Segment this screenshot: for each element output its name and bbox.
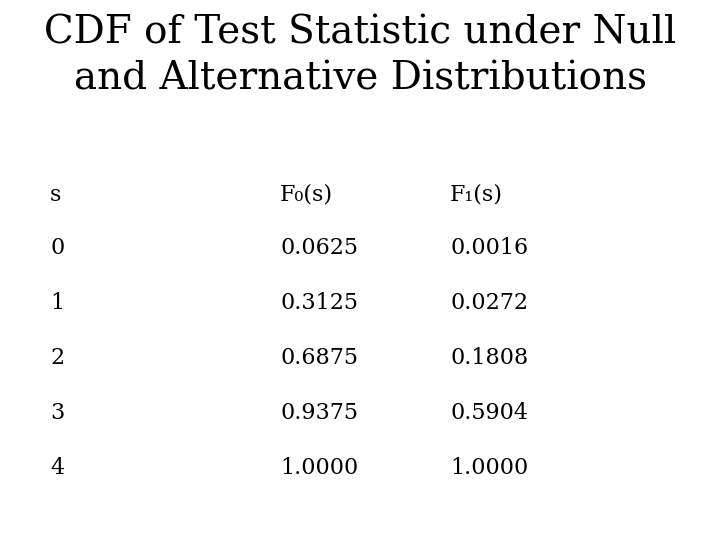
Text: 2: 2 [50, 347, 64, 369]
Text: 0.0272: 0.0272 [450, 292, 528, 314]
Text: 0.3125: 0.3125 [280, 292, 358, 314]
Text: 0.6875: 0.6875 [280, 347, 358, 369]
Text: s: s [50, 184, 61, 206]
Text: 1.0000: 1.0000 [450, 457, 528, 479]
Text: 0.0016: 0.0016 [450, 237, 528, 259]
Text: 0.9375: 0.9375 [280, 402, 358, 424]
Text: 3: 3 [50, 402, 64, 424]
Text: 1: 1 [50, 292, 64, 314]
Text: 1.0000: 1.0000 [280, 457, 359, 479]
Text: 0: 0 [50, 237, 64, 259]
Text: 0.5904: 0.5904 [450, 402, 528, 424]
Text: 0.1808: 0.1808 [450, 347, 528, 369]
Text: 4: 4 [50, 457, 64, 479]
Text: CDF of Test Statistic under Null
and Alternative Distributions: CDF of Test Statistic under Null and Alt… [44, 15, 676, 98]
Text: 0.0625: 0.0625 [280, 237, 358, 259]
Text: F₁(s): F₁(s) [450, 184, 503, 206]
Text: F₀(s): F₀(s) [280, 184, 333, 206]
